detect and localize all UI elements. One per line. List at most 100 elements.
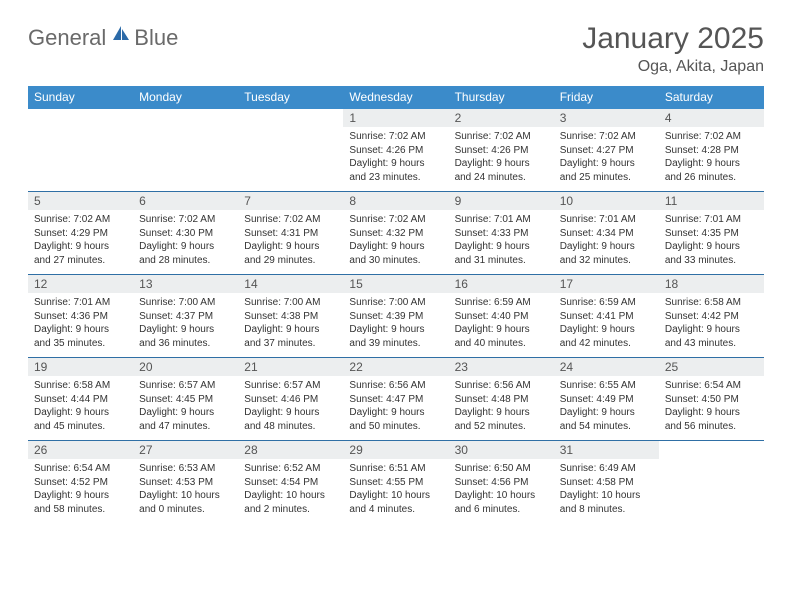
- sunset-line: Sunset: 4:53 PM: [139, 476, 232, 490]
- sunrise-line: Sunrise: 7:02 AM: [349, 130, 442, 144]
- day-details: Sunrise: 6:52 AMSunset: 4:54 PMDaylight:…: [238, 459, 343, 518]
- calendar-cell: [238, 109, 343, 192]
- daylight-line: Daylight: 9 hours and 35 minutes.: [34, 323, 127, 350]
- sunset-line: Sunset: 4:36 PM: [34, 310, 127, 324]
- sunrise-line: Sunrise: 7:02 AM: [244, 213, 337, 227]
- sunset-line: Sunset: 4:34 PM: [560, 227, 653, 241]
- day-number: 23: [449, 358, 554, 376]
- day-details: Sunrise: 6:51 AMSunset: 4:55 PMDaylight:…: [343, 459, 448, 518]
- day-number: 17: [554, 275, 659, 293]
- daylight-line: Daylight: 9 hours and 54 minutes.: [560, 406, 653, 433]
- sunrise-line: Sunrise: 7:00 AM: [244, 296, 337, 310]
- day-details: Sunrise: 6:50 AMSunset: 4:56 PMDaylight:…: [449, 459, 554, 518]
- sunrise-line: Sunrise: 6:58 AM: [665, 296, 758, 310]
- daylight-line: Daylight: 10 hours and 6 minutes.: [455, 489, 548, 516]
- daylight-line: Daylight: 10 hours and 8 minutes.: [560, 489, 653, 516]
- day-number: 16: [449, 275, 554, 293]
- page-header: General Blue January 2025 Oga, Akita, Ja…: [28, 22, 764, 76]
- sunrise-line: Sunrise: 6:58 AM: [34, 379, 127, 393]
- sunrise-line: Sunrise: 6:53 AM: [139, 462, 232, 476]
- sunrise-line: Sunrise: 6:59 AM: [455, 296, 548, 310]
- day-number: 13: [133, 275, 238, 293]
- calendar-cell: 18Sunrise: 6:58 AMSunset: 4:42 PMDayligh…: [659, 275, 764, 358]
- sunset-line: Sunset: 4:46 PM: [244, 393, 337, 407]
- calendar-cell: 29Sunrise: 6:51 AMSunset: 4:55 PMDayligh…: [343, 441, 448, 524]
- daylight-line: Daylight: 10 hours and 2 minutes.: [244, 489, 337, 516]
- sunrise-line: Sunrise: 6:49 AM: [560, 462, 653, 476]
- sunset-line: Sunset: 4:50 PM: [665, 393, 758, 407]
- daylight-line: Daylight: 9 hours and 32 minutes.: [560, 240, 653, 267]
- calendar-cell: 7Sunrise: 7:02 AMSunset: 4:31 PMDaylight…: [238, 192, 343, 275]
- calendar-row: 19Sunrise: 6:58 AMSunset: 4:44 PMDayligh…: [28, 358, 764, 441]
- day-number: 31: [554, 441, 659, 459]
- sunrise-line: Sunrise: 6:51 AM: [349, 462, 442, 476]
- day-number: 20: [133, 358, 238, 376]
- daylight-line: Daylight: 9 hours and 23 minutes.: [349, 157, 442, 184]
- calendar-cell: 31Sunrise: 6:49 AMSunset: 4:58 PMDayligh…: [554, 441, 659, 524]
- sunset-line: Sunset: 4:54 PM: [244, 476, 337, 490]
- title-block: January 2025 Oga, Akita, Japan: [582, 22, 764, 76]
- calendar-cell: 16Sunrise: 6:59 AMSunset: 4:40 PMDayligh…: [449, 275, 554, 358]
- sunset-line: Sunset: 4:40 PM: [455, 310, 548, 324]
- calendar-cell: 1 Sunrise: 7:02 AMSunset: 4:26 PMDaylight…: [343, 109, 448, 192]
- day-number: 4: [659, 109, 764, 127]
- day-details: Sunrise: 6:49 AMSunset: 4:58 PMDaylight:…: [554, 459, 659, 518]
- calendar-cell: 6Sunrise: 7:02 AMSunset: 4:30 PMDaylight…: [133, 192, 238, 275]
- sunrise-line: Sunrise: 6:56 AM: [349, 379, 442, 393]
- weekday-header: Wednesday: [343, 86, 448, 109]
- calendar-cell: 23Sunrise: 6:56 AMSunset: 4:48 PMDayligh…: [449, 358, 554, 441]
- day-number: 25: [659, 358, 764, 376]
- day-number: 21: [238, 358, 343, 376]
- day-details: Sunrise: 6:58 AMSunset: 4:42 PMDaylight:…: [659, 293, 764, 352]
- calendar-body: 1Sunrise: 7:02 AMSunset: 4:26 PMDaylight…: [28, 109, 764, 524]
- daylight-line: Daylight: 9 hours and 39 minutes.: [349, 323, 442, 350]
- daylight-line: Daylight: 9 hours and 27 minutes.: [34, 240, 127, 267]
- sunrise-line: Sunrise: 7:02 AM: [139, 213, 232, 227]
- brand-word1: General: [28, 25, 106, 51]
- sunset-line: Sunset: 4:26 PM: [455, 144, 548, 158]
- daylight-line: Daylight: 9 hours and 50 minutes.: [349, 406, 442, 433]
- day-details: Sunrise: 6:56 AMSunset: 4:48 PMDaylight:…: [449, 376, 554, 435]
- calendar-cell: 5Sunrise: 7:02 AMSunset: 4:29 PMDaylight…: [28, 192, 133, 275]
- day-number: 26: [28, 441, 133, 459]
- day-number: 18: [659, 275, 764, 293]
- day-number: 12: [28, 275, 133, 293]
- sunrise-line: Sunrise: 6:59 AM: [560, 296, 653, 310]
- daylight-line: Daylight: 9 hours and 28 minutes.: [139, 240, 232, 267]
- sunset-line: Sunset: 4:41 PM: [560, 310, 653, 324]
- day-details: Sunrise: 7:02 AMSunset: 4:32 PMDaylight:…: [343, 210, 448, 269]
- day-details: Sunrise: 7:00 AMSunset: 4:38 PMDaylight:…: [238, 293, 343, 352]
- calendar-cell: 15Sunrise: 7:00 AMSunset: 4:39 PMDayligh…: [343, 275, 448, 358]
- daylight-line: Daylight: 9 hours and 45 minutes.: [34, 406, 127, 433]
- daylight-line: Daylight: 9 hours and 58 minutes.: [34, 489, 127, 516]
- calendar-row: 26Sunrise: 6:54 AMSunset: 4:52 PMDayligh…: [28, 441, 764, 524]
- calendar-cell: 24Sunrise: 6:55 AMSunset: 4:49 PMDayligh…: [554, 358, 659, 441]
- calendar-cell: 10Sunrise: 7:01 AMSunset: 4:34 PMDayligh…: [554, 192, 659, 275]
- location-label: Oga, Akita, Japan: [582, 58, 764, 76]
- day-details: Sunrise: 7:01 AMSunset: 4:36 PMDaylight:…: [28, 293, 133, 352]
- day-number: 1: [343, 109, 448, 127]
- sunrise-line: Sunrise: 6:50 AM: [455, 462, 548, 476]
- sunset-line: Sunset: 4:49 PM: [560, 393, 653, 407]
- daylight-line: Daylight: 9 hours and 56 minutes.: [665, 406, 758, 433]
- sunset-line: Sunset: 4:28 PM: [665, 144, 758, 158]
- day-number: 6: [133, 192, 238, 210]
- day-number: 29: [343, 441, 448, 459]
- daylight-line: Daylight: 10 hours and 0 minutes.: [139, 489, 232, 516]
- day-number-empty: [133, 109, 238, 127]
- daylight-line: Daylight: 9 hours and 26 minutes.: [665, 157, 758, 184]
- sunset-line: Sunset: 4:48 PM: [455, 393, 548, 407]
- calendar-cell: [28, 109, 133, 192]
- day-number: 27: [133, 441, 238, 459]
- sunset-line: Sunset: 4:52 PM: [34, 476, 127, 490]
- calendar-cell: 27 Sunrise: 6:53 AMSunset: 4:53 PMDayligh…: [133, 441, 238, 524]
- day-number: 7: [238, 192, 343, 210]
- sunrise-line: Sunrise: 7:02 AM: [349, 213, 442, 227]
- calendar-cell: 8Sunrise: 7:02 AMSunset: 4:32 PMDaylight…: [343, 192, 448, 275]
- sunset-line: Sunset: 4:27 PM: [560, 144, 653, 158]
- daylight-line: Daylight: 9 hours and 30 minutes.: [349, 240, 442, 267]
- day-details: Sunrise: 7:00 AMSunset: 4:37 PMDaylight:…: [133, 293, 238, 352]
- sunset-line: Sunset: 4:26 PM: [349, 144, 442, 158]
- sunset-line: Sunset: 4:39 PM: [349, 310, 442, 324]
- calendar-cell: 3Sunrise: 7:02 AMSunset: 4:27 PMDaylight…: [554, 109, 659, 192]
